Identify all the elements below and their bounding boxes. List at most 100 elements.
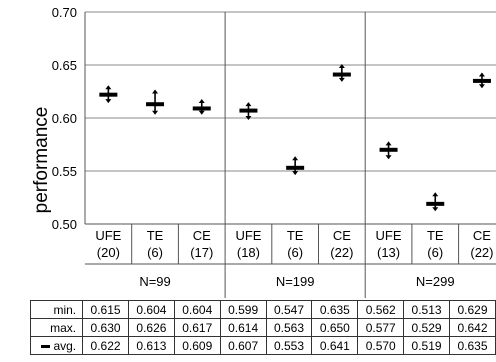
stats-cell: 0.604 bbox=[173, 300, 221, 319]
stats-cell: 0.609 bbox=[173, 336, 221, 355]
category-method-label: CE bbox=[193, 228, 211, 243]
stats-cell: 0.635 bbox=[311, 300, 359, 319]
y-tick-label: 0.60 bbox=[52, 111, 77, 126]
stats-row: max. 0.630 0.626 0.617 0.614 0.563 0.650 0.577 0… bbox=[29, 318, 496, 337]
max-arrowhead bbox=[105, 85, 112, 90]
group-label: N=199 bbox=[276, 274, 315, 289]
stats-cell: 0.641 bbox=[311, 336, 359, 355]
stats-row-label-text: min. bbox=[53, 302, 77, 317]
stats-cell: 0.629 bbox=[449, 300, 496, 319]
gridlines bbox=[85, 11, 496, 225]
stats-cell: 0.650 bbox=[311, 318, 359, 337]
data-point bbox=[426, 192, 445, 212]
min-arrowhead bbox=[245, 116, 252, 121]
min-arrowhead bbox=[198, 110, 205, 115]
stats-cell: 0.613 bbox=[127, 336, 175, 355]
stats-cell: 0.626 bbox=[127, 318, 175, 337]
stats-cell: 0.615 bbox=[82, 300, 129, 319]
data-point bbox=[239, 102, 258, 121]
category-method-label: CE bbox=[333, 228, 351, 243]
avg-marker bbox=[379, 147, 398, 152]
stats-cell: 0.630 bbox=[82, 318, 129, 337]
category-method-label: TE bbox=[427, 228, 444, 243]
stats-cell: 0.562 bbox=[357, 300, 405, 319]
min-arrowhead bbox=[432, 207, 439, 212]
min-arrowhead bbox=[292, 171, 299, 176]
category-labels: 0.70 0.65 0.60 0.55 0.50 UFE (20) TE (6) CE (17) UF… bbox=[52, 5, 494, 289]
min-arrowhead bbox=[478, 84, 485, 89]
category-count-label: (20) bbox=[97, 245, 120, 260]
avg-legend-swatch bbox=[41, 344, 51, 348]
category-count-label: (17) bbox=[190, 245, 213, 260]
stats-cell: 0.607 bbox=[219, 336, 267, 355]
stats-cell: 0.570 bbox=[357, 336, 405, 355]
data-point bbox=[332, 64, 351, 82]
category-count-label: (6) bbox=[287, 245, 303, 260]
min-arrowhead bbox=[152, 110, 159, 115]
avg-marker bbox=[146, 102, 165, 107]
stats-cell: 0.563 bbox=[265, 318, 313, 337]
max-arrowhead bbox=[385, 141, 392, 146]
avg-marker bbox=[192, 106, 211, 111]
stats-cell: 0.577 bbox=[357, 318, 405, 337]
group-label: N=99 bbox=[139, 274, 170, 289]
min-arrowhead bbox=[385, 155, 392, 160]
avg-marker bbox=[99, 92, 118, 97]
stats-cell: 0.599 bbox=[219, 300, 267, 319]
stats-table: min. 0.615 0.604 0.604 0.599 0.547 0.635 0.562 0… bbox=[29, 300, 496, 355]
stats-cell: 0.529 bbox=[403, 318, 450, 337]
avg-marker bbox=[286, 165, 305, 170]
avg-marker bbox=[426, 201, 445, 206]
min-arrowhead bbox=[338, 77, 345, 82]
stats-cell: 0.622 bbox=[82, 336, 129, 355]
data-point bbox=[472, 72, 491, 89]
category-count-label: (22) bbox=[470, 245, 493, 260]
stats-cell: 0.519 bbox=[403, 336, 450, 355]
category-count-label: (6) bbox=[427, 245, 443, 260]
max-arrowhead bbox=[198, 98, 205, 103]
stats-cell: 0.553 bbox=[265, 336, 313, 355]
category-method-label: UFE bbox=[376, 228, 402, 243]
avg-marker bbox=[472, 78, 491, 83]
stats-cell: 0.513 bbox=[403, 300, 450, 319]
category-method-label: TE bbox=[147, 228, 164, 243]
max-arrowhead bbox=[292, 156, 299, 161]
data-point bbox=[99, 85, 118, 104]
stats-cell: 0.642 bbox=[449, 318, 496, 337]
category-method-label: UFE bbox=[235, 228, 261, 243]
stats-row-label: max. bbox=[29, 318, 84, 337]
min-arrowhead bbox=[105, 99, 112, 104]
y-tick-label: 0.55 bbox=[52, 164, 77, 179]
max-arrowhead bbox=[152, 89, 159, 94]
stats-row: avg. 0.622 0.613 0.609 0.607 0.553 0.641 0.570 0… bbox=[29, 336, 496, 355]
y-tick-label: 0.50 bbox=[52, 217, 77, 232]
category-count-label: (18) bbox=[237, 245, 260, 260]
stats-cell: 0.547 bbox=[265, 300, 313, 319]
stats-row: min. 0.615 0.604 0.604 0.599 0.547 0.635 0.562 0… bbox=[29, 300, 496, 319]
data-markers bbox=[99, 64, 491, 212]
stats-cell: 0.617 bbox=[173, 318, 221, 337]
y-axis-title: performance bbox=[31, 107, 52, 214]
stats-cell: 0.614 bbox=[219, 318, 267, 337]
avg-marker bbox=[239, 108, 258, 113]
data-point bbox=[192, 98, 211, 115]
group-label: N=299 bbox=[416, 274, 455, 289]
category-count-label: (22) bbox=[330, 245, 353, 260]
stats-row-label-text: max. bbox=[50, 320, 77, 335]
category-method-label: TE bbox=[287, 228, 304, 243]
category-count-label: (13) bbox=[377, 245, 400, 260]
data-point bbox=[286, 156, 305, 176]
stats-cell: 0.635 bbox=[449, 336, 496, 355]
max-arrowhead bbox=[478, 72, 485, 77]
category-method-label: UFE bbox=[95, 228, 121, 243]
y-tick-label: 0.65 bbox=[52, 58, 77, 73]
category-method-label: CE bbox=[473, 228, 491, 243]
max-arrowhead bbox=[432, 192, 439, 197]
data-point bbox=[379, 141, 398, 160]
stats-row-label-text: avg. bbox=[53, 338, 77, 353]
y-tick-label: 0.70 bbox=[52, 5, 77, 20]
axes bbox=[84, 12, 496, 298]
stats-cell: 0.604 bbox=[127, 300, 175, 319]
avg-marker bbox=[332, 72, 351, 77]
